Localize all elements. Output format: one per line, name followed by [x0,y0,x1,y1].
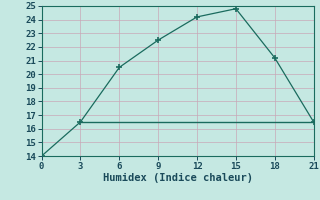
X-axis label: Humidex (Indice chaleur): Humidex (Indice chaleur) [103,173,252,183]
